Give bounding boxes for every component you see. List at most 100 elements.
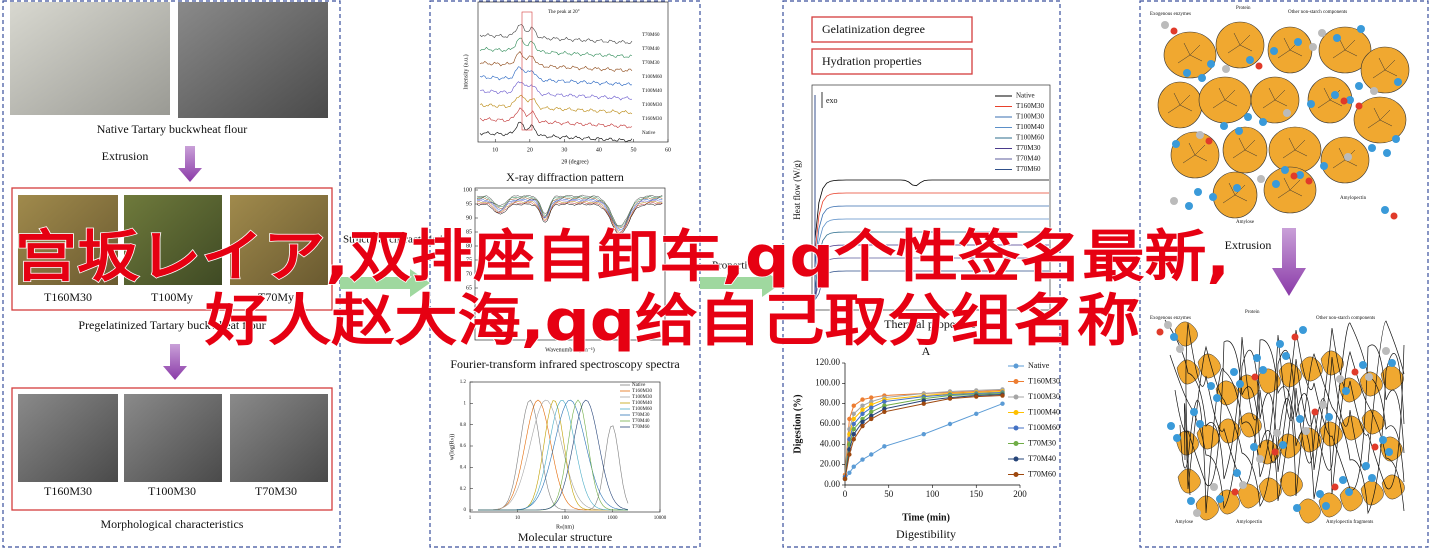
photo (124, 195, 222, 285)
photo (10, 2, 170, 115)
y-tick-label: 70 (466, 271, 472, 277)
legend-marker (1013, 456, 1019, 462)
protein (1196, 131, 1204, 139)
label: Extrusion (102, 149, 149, 163)
y-tick-label: 100 (463, 187, 472, 193)
property-label: Gelatinization degree (822, 22, 925, 36)
plot-frame (477, 1, 669, 143)
plot-frame (474, 187, 666, 341)
starch-diagram (1156, 319, 1405, 524)
point (1000, 401, 1005, 406)
legend-label: T70M60 (632, 425, 650, 430)
y-axis-label: Intensity (a.u.) (462, 54, 469, 89)
protein (1253, 354, 1261, 362)
amylose-chain (1164, 319, 1405, 515)
sample-label: T70My (258, 290, 294, 304)
enzyme (1156, 328, 1164, 336)
ftir-curve (476, 198, 663, 230)
protein (1357, 25, 1365, 33)
panel (2, 0, 341, 548)
enzyme (1290, 172, 1298, 180)
amylopectin (1367, 107, 1393, 129)
protein (1222, 65, 1230, 73)
photo (178, 2, 328, 118)
protein (1276, 340, 1284, 348)
protein (1319, 401, 1327, 409)
dsc-curve (814, 95, 1049, 254)
gelatinized-starch (1277, 433, 1301, 459)
starch-diagram (1157, 21, 1410, 220)
diagram-label: Other non-starch components (1288, 10, 1347, 15)
x-tick-label: 10 (515, 516, 521, 521)
overlay-text: 宫坂レイア,双排座自卸车,qq个性签名最新, (15, 225, 1230, 290)
protein (1299, 326, 1307, 334)
legend-label: Native (1028, 361, 1050, 370)
photo (124, 394, 222, 482)
x-tick-label: 1 (469, 516, 472, 521)
xrd-curve (479, 66, 633, 87)
amylose-chain (1174, 322, 1405, 502)
y-tick-label: 0.4 (460, 465, 467, 470)
point (869, 413, 874, 419)
sample-label: T100M30 (148, 484, 196, 498)
protein (1362, 462, 1370, 470)
legend-marker (1013, 425, 1019, 431)
arrow (1272, 228, 1306, 296)
x-tick-label: 0 (843, 489, 848, 499)
enzyme (1255, 62, 1263, 70)
gelatinized-starch (1174, 321, 1198, 347)
legend-label: T70M40 (642, 47, 660, 52)
gelatinized-starch (1380, 365, 1404, 391)
diagram-label: Amylopectin (1236, 520, 1263, 525)
dsc-curve (814, 95, 1049, 301)
panel (782, 0, 1061, 548)
legend-label: T100M60 (642, 75, 663, 80)
point (842, 476, 848, 482)
xrd-curve (479, 50, 633, 72)
ftir-curve (476, 203, 663, 235)
x-tick-label: 50 (630, 147, 636, 153)
x-tick-label: 1000 (608, 516, 619, 521)
caption: Thermal properties (884, 317, 976, 331)
caption: Molecular structure (518, 530, 612, 544)
y-tick-label: 75 (466, 257, 472, 263)
legend-label: T100M30 (642, 103, 663, 108)
legend-label: T100M60 (1016, 134, 1045, 142)
size-curve (478, 399, 629, 511)
gelatinized-starch (1297, 498, 1321, 524)
enzyme (1291, 333, 1299, 341)
label: Properties (712, 260, 757, 272)
caption: Morphological characteristics (101, 517, 244, 531)
x-tick-label: 10 (492, 147, 498, 153)
y-tick-label: 95 (466, 201, 472, 207)
enzyme (1371, 443, 1379, 451)
xrd-curve (479, 94, 633, 115)
highlight (521, 11, 533, 131)
protein (1318, 29, 1326, 37)
legend-label: T100M60 (632, 407, 653, 412)
legend-label: T70M60 (1028, 469, 1056, 478)
protein (1296, 415, 1304, 423)
amylopectin (1277, 177, 1303, 199)
protein (1246, 56, 1254, 64)
legend-label: T100M30 (1028, 392, 1060, 401)
protein (1196, 420, 1204, 428)
legend-label: T70M40 (1028, 454, 1056, 463)
y-tick-label: 80 (466, 243, 472, 249)
protein (1198, 74, 1206, 82)
protein (1176, 345, 1184, 353)
y-tick-label: 100.00 (815, 377, 840, 387)
plot-frame (811, 84, 1051, 311)
protein (1207, 60, 1215, 68)
photo (230, 394, 328, 482)
protein (1194, 188, 1202, 196)
enzyme (1170, 27, 1178, 35)
point (882, 403, 887, 408)
protein (1336, 375, 1344, 383)
legend-label: T100M30 (632, 395, 653, 400)
protein (1331, 91, 1339, 99)
y-tick-label: 65 (466, 285, 472, 291)
protein (1320, 162, 1328, 170)
x-tick-label: 100 (561, 516, 569, 521)
series-line (844, 393, 1003, 479)
